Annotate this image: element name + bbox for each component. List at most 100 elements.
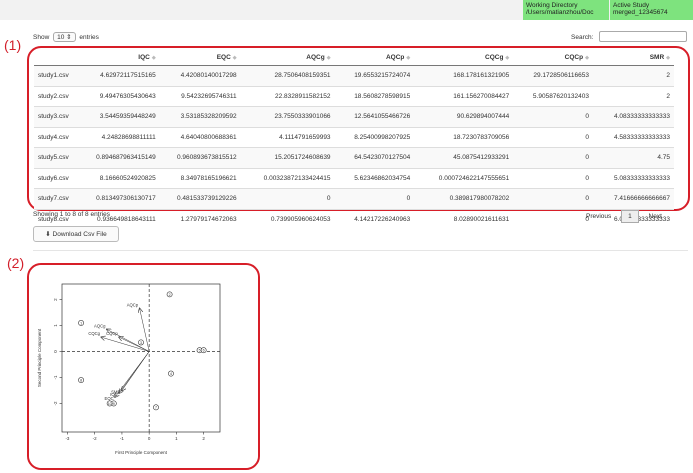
study-point-label: 8 [80, 378, 82, 382]
table-cell: 4.64040800688361 [159, 126, 241, 148]
table-cell: study1.csv [34, 65, 88, 86]
show-label: Show [33, 34, 50, 41]
table-cell: study7.csv [34, 188, 88, 209]
table-cell: 0.389817980078202 [414, 188, 514, 209]
column-header-cqcp[interactable]: CQCp ◆ [513, 49, 593, 66]
table-cell: 12.5641055466726 [334, 106, 415, 127]
table-cell: study4.csv [34, 126, 88, 148]
study-point-label: 1 [80, 321, 82, 325]
plot-annotation-outline [27, 263, 260, 470]
column-header-cqcg[interactable]: CQCg ◆ [414, 49, 514, 66]
x-tick-label: -1 [120, 436, 124, 441]
x-tick-label: 0 [148, 436, 151, 441]
table-cell: 45.0875412933291 [414, 147, 514, 168]
active-study-value: merged_12345674 [613, 9, 668, 16]
column-header-study[interactable] [34, 49, 88, 66]
top-status-bar: Working Directory /Users/matianzhou/Doc … [0, 0, 693, 20]
sort-icon: ◆ [151, 54, 156, 61]
entries-select-value: 10 [57, 34, 65, 41]
study-point-label: 7 [155, 406, 157, 410]
previous-page-button[interactable]: Previous [586, 213, 612, 220]
studies-table: IQC ◆ EQC ◆ AQCg ◆ AQCp ◆ CQCg ◆ CQCp ◆ SMR ◆ s… [34, 49, 674, 229]
table-cell: 0 [513, 188, 593, 209]
x-tick-label: 2 [202, 436, 205, 441]
plot-background [29, 265, 258, 468]
table-row: study5.csv 0.894687963415149 0.96089367381… [34, 147, 674, 168]
pagination: Previous 1 Next [582, 210, 666, 223]
table-cell: 168.178161321905 [414, 65, 514, 86]
table-cell: 0.936649818643111 [87, 208, 160, 229]
loading-label: IQC [110, 392, 117, 397]
table-cell: 8.34978165196621 [159, 167, 241, 189]
study-point-label: 6 [203, 349, 205, 353]
loading-arrow [140, 309, 150, 352]
table-cell: 22.8328911582152 [240, 85, 335, 107]
column-header-iqc[interactable]: IQC ◆ [87, 49, 160, 66]
current-page-button[interactable]: 1 [621, 210, 639, 223]
column-header-eqc[interactable]: EQC ◆ [159, 49, 241, 66]
table-cell: study5.csv [34, 147, 88, 168]
table-cell: 0.960893673815512 [159, 147, 241, 168]
entries-select[interactable]: 10 ⇕ [53, 32, 76, 42]
table-info: Showing 1 to 8 of 8 entries [33, 211, 110, 218]
table-cell: 8.02890021611631 [414, 208, 514, 229]
table-row: study4.csv 4.24828698811111 4.640408006883… [34, 126, 674, 148]
sort-icon: ◆ [666, 54, 670, 61]
table-cell: 0 [513, 208, 593, 229]
search-label: Search: [571, 34, 594, 41]
table-cell: 0.00323872133424415 [240, 167, 335, 189]
table-header-row: IQC ◆ EQC ◆ AQCg ◆ AQCp ◆ CQCg ◆ CQCp ◆ SMR ◆ [34, 49, 674, 66]
table-cell: 4.58333333333333 [592, 126, 674, 148]
working-directory-label: Working Directory [526, 2, 578, 9]
table-cell: 5.90587620132403 [513, 85, 593, 107]
loading-arrow [107, 329, 150, 352]
active-study-label: Active Study [613, 2, 650, 9]
table-cell: 28.7506408159351 [240, 65, 335, 86]
sort-icon: ◆ [232, 54, 237, 61]
table-cell: 23.7550333901066 [240, 106, 335, 127]
table-cell: 0.739905960624053 [240, 208, 335, 229]
table-cell: 5.08333333333333 [592, 167, 674, 189]
download-csv-button[interactable]: ⬇ Download Csv File [33, 226, 119, 242]
loading-label: EQC [105, 396, 114, 401]
study-point-label: 10 [108, 402, 112, 406]
table-cell: 0 [513, 147, 593, 168]
table-cell: 0 [240, 188, 335, 209]
table-row: study8.csv 0.936649818643111 1.27979174672… [34, 208, 674, 229]
table-cell: 29.1728506116653 [513, 65, 593, 86]
search-input[interactable] [599, 31, 687, 42]
column-header-smr[interactable]: SMR ◆ [592, 49, 674, 66]
y-tick-label: -1 [53, 375, 58, 379]
section-divider [33, 250, 688, 251]
entries-length-control: Show 10 ⇕ entries [33, 32, 99, 42]
study-point [138, 339, 144, 346]
table-cell: 0.813497306130717 [87, 188, 160, 209]
entries-suffix-label: entries [79, 34, 99, 41]
table-cell: 2 [592, 65, 674, 86]
table-cell: 4.08333333333333 [592, 106, 674, 127]
table-cell: 0 [513, 167, 593, 189]
working-directory-value: /Users/matianzhou/Doc [526, 9, 594, 16]
table-cell: 8.16660524920825 [87, 167, 160, 189]
study-point [168, 370, 174, 377]
x-tick-label: 1 [175, 436, 178, 441]
table-cell: 15.2051724608639 [240, 147, 335, 168]
table-cell: 0.481533739129226 [159, 188, 241, 209]
table-cell: 90.629894007444 [414, 106, 514, 127]
table-cell: 9.49476305430643 [87, 85, 160, 107]
column-header-aqcg[interactable]: AQCg ◆ [240, 49, 335, 66]
table-cell: 19.6553215724074 [334, 65, 415, 86]
download-icon: ⬇ [45, 231, 51, 238]
table-cell: 0.894687963415149 [87, 147, 160, 168]
table-cell: 3.54459359448249 [87, 106, 160, 127]
table-cell: 18.7230783709056 [414, 126, 514, 148]
table-cell: study8.csv [34, 208, 88, 229]
table-row: study6.csv 8.16660524920825 8.349781651966… [34, 167, 674, 189]
column-header-aqcp[interactable]: AQCp ◆ [334, 49, 415, 66]
next-page-button[interactable]: Next [648, 213, 662, 220]
table-annotation-label: (1) [4, 37, 22, 53]
table-cell: study2.csv [34, 85, 88, 107]
study-point-label: 4 [170, 372, 172, 376]
table-row: study1.csv 4.62972117515165 4.420801400172… [34, 65, 674, 86]
table-cell: 4.75 [592, 147, 674, 168]
